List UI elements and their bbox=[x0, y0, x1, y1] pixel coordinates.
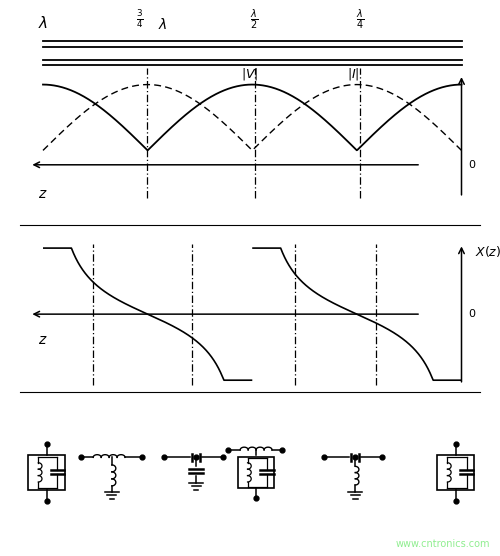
Text: $|V|$: $|V|$ bbox=[242, 66, 258, 82]
Text: $\lambda$: $\lambda$ bbox=[38, 15, 48, 31]
Text: $\frac{3}{4}$: $\frac{3}{4}$ bbox=[136, 8, 143, 29]
Text: $X(z)$: $X(z)$ bbox=[475, 244, 500, 259]
Bar bbox=[28, 455, 65, 490]
Text: $|I|$: $|I|$ bbox=[347, 66, 360, 82]
Text: 0: 0 bbox=[468, 160, 475, 170]
Text: $\frac{\lambda}{4}$: $\frac{\lambda}{4}$ bbox=[356, 7, 364, 31]
Text: $\frac{\lambda}{2}$: $\frac{\lambda}{2}$ bbox=[250, 7, 259, 31]
Bar bbox=[438, 455, 474, 490]
Text: www.cntronics.com: www.cntronics.com bbox=[396, 539, 490, 549]
Text: $z$: $z$ bbox=[38, 332, 48, 346]
Bar bbox=[238, 456, 274, 488]
Text: $z$: $z$ bbox=[38, 187, 48, 201]
Text: 0: 0 bbox=[468, 309, 475, 319]
Text: $\lambda$: $\lambda$ bbox=[158, 17, 167, 32]
